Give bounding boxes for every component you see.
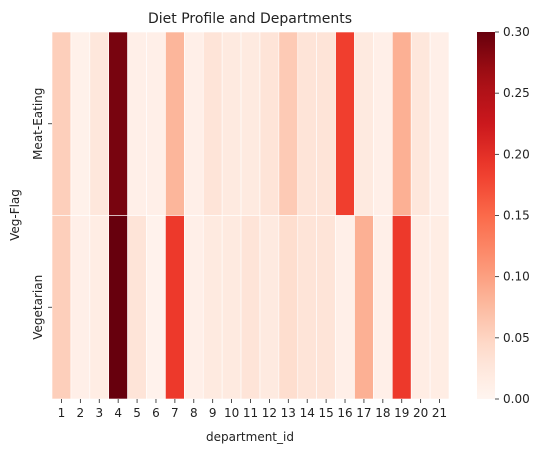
heatmap-cell (354, 31, 374, 216)
x-tick-labels: 1 2 3 4 5 6 7 8 9 10 11 12 13 14 15 16 17 18 19 20 21 (58, 399, 447, 420)
heatmap-cell (297, 215, 317, 400)
colorbar-tick-label: 0.25 (503, 86, 530, 100)
x-tick-label: 6 (152, 406, 160, 420)
heatmap-cell (202, 215, 223, 400)
heatmap-cell (391, 31, 412, 216)
colorbar-tick-label: 0.30 (503, 25, 530, 39)
colorbar (477, 32, 495, 399)
heatmap-cell (410, 215, 431, 400)
x-axis-label: department_id (206, 430, 294, 444)
heatmap-cell (165, 215, 185, 400)
x-tick-label: 16 (337, 406, 352, 420)
heatmap-cell (410, 31, 431, 216)
heatmap-cell (51, 215, 72, 400)
x-tick-label: 15 (318, 406, 333, 420)
heatmap-cell (429, 215, 450, 400)
heatmap-cell (316, 31, 336, 216)
colorbar-tick-labels: 0.00 0.05 0.10 0.15 0.20 0.25 0.30 (495, 25, 530, 406)
heatmap-cell (89, 215, 110, 400)
heatmap-cell (316, 215, 336, 400)
heatmap-cell (184, 31, 204, 216)
x-tick-label: 12 (262, 406, 277, 420)
x-tick-label: 1 (58, 406, 66, 420)
heatmap-cell (127, 215, 147, 400)
heatmap-cell (240, 31, 261, 216)
heatmap-cell (165, 31, 185, 216)
x-tick-label: 19 (394, 406, 409, 420)
colorbar-tick-label: 0.15 (503, 209, 530, 223)
y-tick-label: Vegetarian (31, 275, 45, 340)
heatmap-cell (278, 215, 299, 400)
x-tick-label: 21 (432, 406, 447, 420)
heatmap-cell (373, 31, 393, 216)
heatmap-cell (108, 215, 128, 400)
heatmap-cell (70, 215, 91, 400)
heatmap-cell (221, 31, 242, 216)
heatmap-cell (354, 215, 374, 400)
x-tick-label: 8 (190, 406, 198, 420)
x-tick-label: 10 (224, 406, 239, 420)
x-tick-label: 14 (300, 406, 315, 420)
heatmap-cell (391, 215, 412, 400)
x-tick-label: 20 (413, 406, 428, 420)
colorbar-tick-label: 0.20 (503, 147, 530, 161)
heatmap-cell (259, 215, 280, 400)
x-tick-label: 3 (95, 406, 103, 420)
colorbar-tick-label: 0.10 (503, 270, 530, 284)
heatmap-cell (373, 215, 393, 400)
y-axis-label: Veg-Flag (8, 189, 22, 241)
heatmap-cell (429, 31, 450, 216)
heatmap-cell (259, 31, 280, 216)
heatmap-cell (146, 215, 166, 400)
heatmap-cell (202, 31, 223, 216)
heatmap-cell (278, 31, 299, 216)
heatmap-cell (240, 215, 261, 400)
heatmap-cell (335, 215, 355, 400)
heatmap-cell (221, 215, 242, 400)
y-tick-label: Meat-Eating (31, 88, 45, 160)
heatmap-cell (70, 31, 91, 216)
colorbar-tick-label: 0.00 (503, 392, 530, 406)
heatmap-cell (184, 215, 204, 400)
x-tick-label: 13 (281, 406, 296, 420)
y-tick-labels: Meat-Eating Vegetarian (31, 88, 52, 340)
heatmap-cell (146, 31, 166, 216)
x-tick-label: 17 (356, 406, 371, 420)
x-tick-label: 4 (114, 406, 122, 420)
x-tick-label: 11 (243, 406, 258, 420)
heatmap-cell (108, 31, 128, 216)
chart-title: Diet Profile and Departments (148, 11, 352, 27)
heatmap-cells (51, 31, 450, 400)
heatmap-cell (297, 31, 317, 216)
x-tick-label: 7 (171, 406, 179, 420)
heatmap-cell (127, 31, 147, 216)
x-tick-label: 5 (133, 406, 141, 420)
colorbar-tick-label: 0.05 (503, 331, 530, 345)
x-tick-label: 2 (77, 406, 85, 420)
x-tick-label: 9 (209, 406, 217, 420)
heatmap-cell (89, 31, 110, 216)
heatmap-cell (335, 31, 355, 216)
x-tick-label: 18 (375, 406, 390, 420)
heatmap-cell (51, 31, 72, 216)
